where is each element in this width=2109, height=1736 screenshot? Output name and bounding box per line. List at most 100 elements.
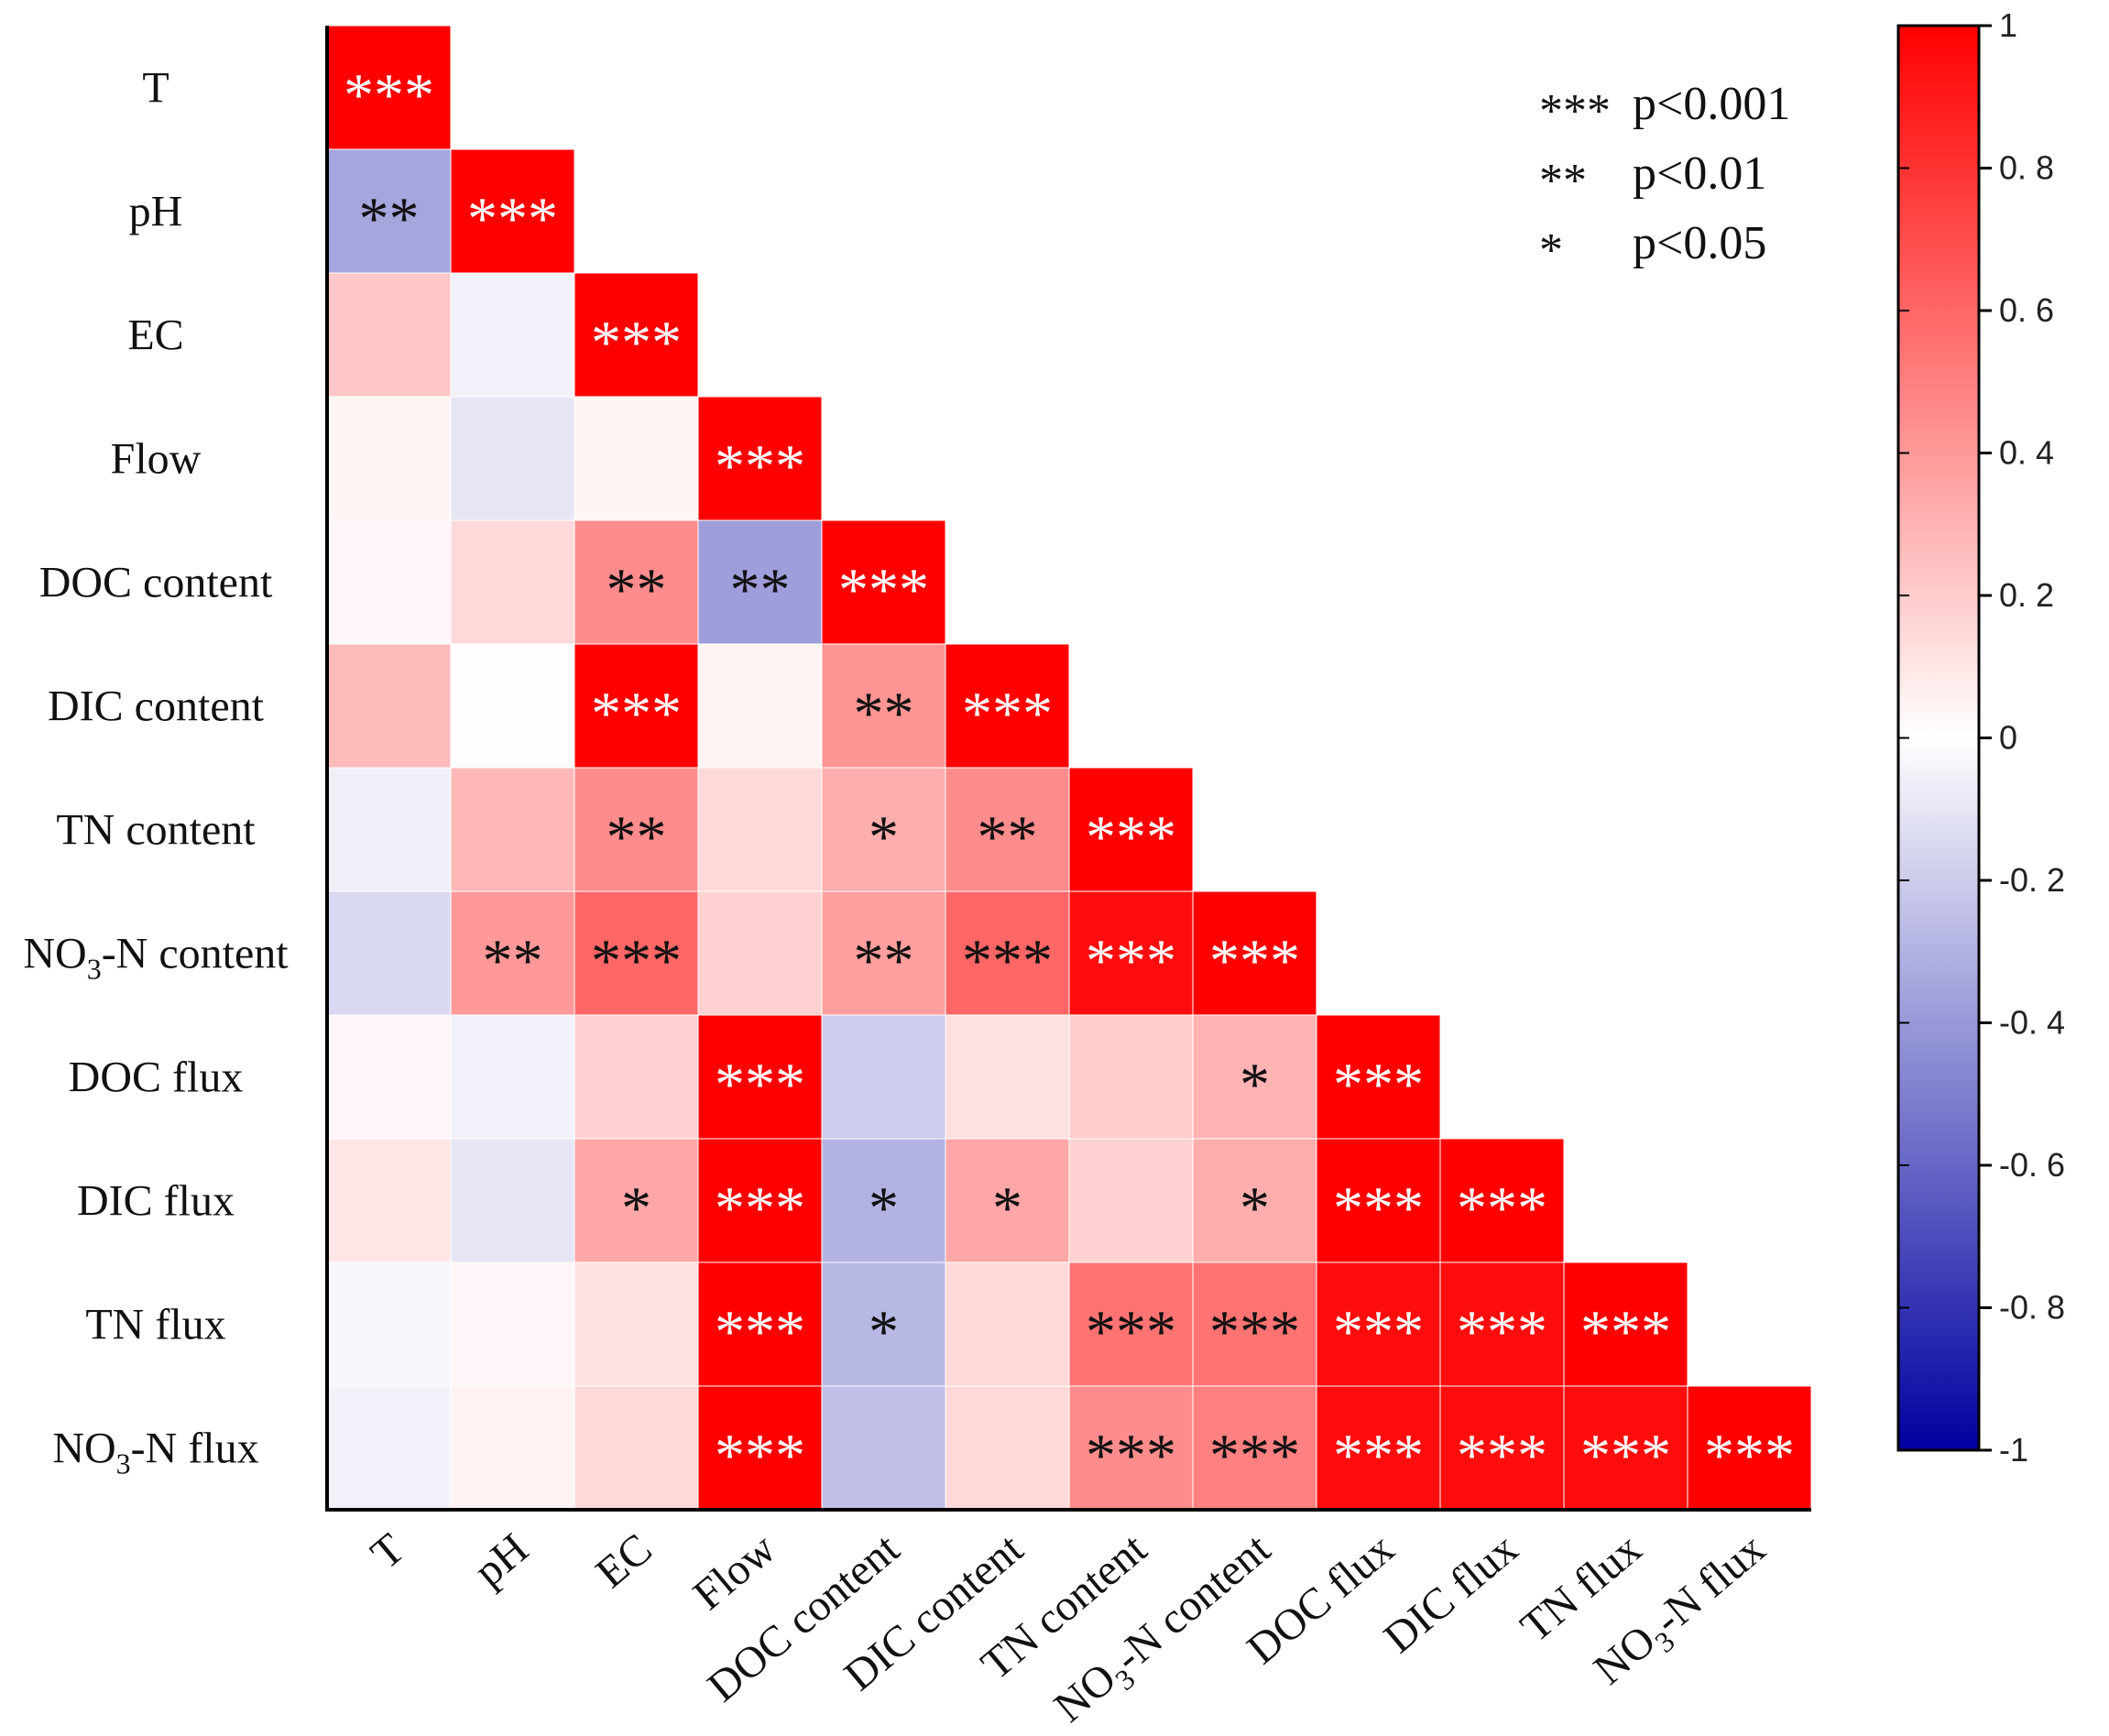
col-label-0: T <box>362 1524 414 1578</box>
row-label-5: DIC content <box>48 682 265 731</box>
heatmap-cells <box>326 25 1812 1511</box>
cell-4-3 <box>697 519 823 645</box>
legend-pvalue-label: p<0.05 <box>1633 217 1766 269</box>
cell-10-0 <box>326 1261 452 1387</box>
cell-8-5 <box>945 1014 1070 1140</box>
cell-10-8 <box>1316 1261 1441 1387</box>
significance-mark-6-6: *** <box>1086 804 1176 871</box>
cell-2-1 <box>450 272 575 398</box>
significance-mark-9-9: *** <box>1457 1175 1547 1242</box>
row-label-11: NO3-N flux <box>52 1425 258 1480</box>
significance-mark-5-2: *** <box>591 681 682 748</box>
cell-8-4 <box>821 1014 946 1140</box>
cell-1-0 <box>326 148 452 274</box>
legend-pvalue-label: p<0.001 <box>1633 78 1790 130</box>
cell-11-10 <box>1563 1385 1688 1511</box>
cell-6-1 <box>450 767 575 892</box>
cell-3-1 <box>450 396 575 521</box>
significance-mark-10-7: *** <box>1209 1299 1300 1366</box>
cell-9-3 <box>697 1138 823 1263</box>
cell-7-2 <box>574 890 699 1016</box>
cell-2-0 <box>326 272 452 398</box>
cell-10-6 <box>1068 1261 1194 1387</box>
cell-6-6 <box>1068 767 1194 892</box>
row-label-2: EC <box>127 311 183 360</box>
significance-mark-9-7: * <box>1240 1175 1270 1242</box>
cell-10-5 <box>945 1261 1070 1387</box>
significance-legend: *** p<0.001 ** p<0.01 * p<0.05 <box>1539 78 1790 277</box>
colorbar-tick-label: -0. 4 <box>1999 1004 2065 1042</box>
row-label-4: DOC content <box>39 559 273 607</box>
cell-8-6 <box>1068 1014 1194 1140</box>
significance-mark-10-9: *** <box>1457 1299 1547 1366</box>
colorbar-tick-label: 0. 4 <box>1999 434 2054 472</box>
significance-mark-6-2: ** <box>606 804 667 871</box>
cell-3-2 <box>574 396 699 521</box>
cell-10-10 <box>1563 1261 1688 1387</box>
cell-6-0 <box>326 767 452 892</box>
colorbar: 1 0. 8 0. 6 0. 4 0. 2 0 -0. 2 -0. 4 -0. 6 -0. 8 -1 <box>1896 6 2065 1469</box>
cell-7-0 <box>326 890 452 1016</box>
cell-9-9 <box>1439 1138 1565 1263</box>
significance-mark-3-3: *** <box>715 433 805 500</box>
significance-mark-7-6: *** <box>1086 928 1176 995</box>
cell-10-2 <box>574 1261 699 1387</box>
significance-mark-7-7: *** <box>1209 928 1300 995</box>
cell-8-8 <box>1316 1014 1441 1140</box>
significance-mark-8-8: *** <box>1333 1052 1424 1119</box>
cell-11-8 <box>1316 1385 1441 1511</box>
row-label-3: Flow <box>111 435 202 484</box>
cell-7-3 <box>697 890 823 1016</box>
cell-8-2 <box>574 1014 699 1140</box>
colorbar-tick-label: 0. 2 <box>1999 576 2054 614</box>
cell-8-1 <box>450 1014 575 1140</box>
col-label-2: EC <box>587 1524 661 1598</box>
cell-7-5 <box>945 890 1070 1016</box>
cell-11-3 <box>697 1385 823 1511</box>
significance-mark-7-4: ** <box>854 928 914 995</box>
cell-3-3 <box>697 396 823 521</box>
col-label-3: Flow <box>684 1524 785 1620</box>
cell-6-5 <box>945 767 1070 892</box>
cell-10-1 <box>450 1261 575 1387</box>
cell-11-5 <box>945 1385 1070 1511</box>
significance-mark-10-4: * <box>869 1299 899 1366</box>
cell-8-0 <box>326 1014 452 1140</box>
row-label-1: pH <box>129 188 183 236</box>
legend-stars: * <box>1539 224 1563 277</box>
cell-5-3 <box>697 643 823 769</box>
row-label-10: TN flux <box>85 1301 225 1349</box>
cell-11-6 <box>1068 1385 1194 1511</box>
significance-mark-6-5: ** <box>978 804 1038 871</box>
significance-mark-4-2: ** <box>606 557 667 624</box>
cell-11-2 <box>574 1385 699 1511</box>
legend-stars: *** <box>1539 85 1611 137</box>
cell-0-0 <box>326 25 452 150</box>
significance-mark-11-9: *** <box>1457 1423 1547 1490</box>
cell-2-2 <box>574 272 699 398</box>
significance-mark-9-3: *** <box>715 1175 805 1242</box>
col-label-9: DIC flux <box>1375 1524 1527 1663</box>
significance-mark-11-8: *** <box>1333 1423 1424 1490</box>
cell-10-3 <box>697 1261 823 1387</box>
cell-11-9 <box>1439 1385 1565 1511</box>
cell-9-5 <box>945 1138 1070 1263</box>
significance-mark-2-2: *** <box>591 310 682 377</box>
cell-11-11 <box>1687 1385 1812 1511</box>
cell-4-4 <box>821 519 946 645</box>
cell-9-1 <box>450 1138 575 1263</box>
significance-stars: ***** *********** ** ****** ** ***** * ** ***** *… <box>344 62 1795 1490</box>
colorbar-tick-label: -0. 2 <box>1999 861 2065 899</box>
cell-4-2 <box>574 519 699 645</box>
cell-6-3 <box>697 767 823 892</box>
row-label-0: T <box>142 64 169 113</box>
significance-mark-11-11: *** <box>1704 1423 1795 1490</box>
significance-mark-7-5: *** <box>962 928 1053 995</box>
cell-9-7 <box>1192 1138 1317 1263</box>
cell-5-2 <box>574 643 699 769</box>
significance-mark-10-3: *** <box>715 1299 805 1366</box>
cell-11-0 <box>326 1385 452 1511</box>
significance-mark-5-4: ** <box>854 681 914 748</box>
